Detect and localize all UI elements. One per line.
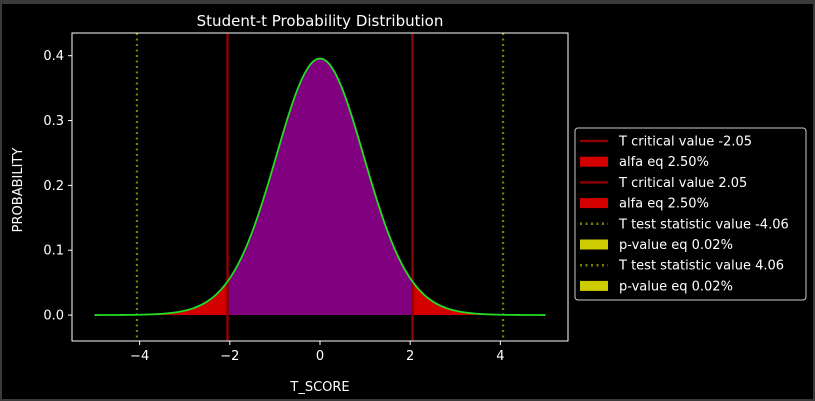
x-tick-label: −4 [130,349,149,364]
y-tick-label: 0.1 [43,244,64,259]
legend-swatch-patch [580,239,608,250]
center-area-fill [227,58,413,316]
legend: T critical value -2.05 alfa eq 2.50% T cri… [574,127,807,301]
x-tick-label: 2 [406,349,414,364]
y-tick-label: 0.3 [43,114,64,129]
legend-item-pvalue-left: p-value eq 0.02% [580,238,733,253]
legend-item-test-left: T test statistic value -4.06 [580,217,789,232]
legend-label: T test statistic value -4.06 [618,217,789,232]
x-tick-label: 0 [316,349,324,364]
y-tick-label: 0.4 [43,49,64,64]
legend-swatch-patch [580,280,608,291]
plot-lines [135,33,505,341]
y-axis-label: PROBABILITY [11,148,26,233]
left-tail-alfa-fill [94,281,228,316]
x-tick-label: −2 [220,349,239,364]
x-axis-ticks: −4 −2 0 2 4 [130,341,505,364]
legend-label: T critical value -2.05 [618,135,752,150]
legend-box [574,127,807,301]
legend-item-pvalue-right: p-value eq 0.02% [580,279,733,294]
y-tick-label: 0.0 [43,309,64,324]
pdf-curve [94,57,546,316]
legend-item-critical-right: T critical value 2.05 [580,176,747,191]
legend-label: p-value eq 0.02% [619,279,733,294]
y-tick-label: 0.2 [43,179,64,194]
legend-item-critical-left: T critical value -2.05 [580,135,752,150]
plot-fills [94,58,546,316]
legend-swatch-patch [580,156,608,167]
right-tail-alfa-fill [412,281,546,316]
legend-item-alfa-right: alfa eq 2.50% [580,197,709,212]
plot-curve [94,57,546,316]
legend-label: p-value eq 0.02% [619,238,733,253]
x-axis-label: T_SCORE [289,380,349,395]
chart-title: Student-t Probability Distribution [197,12,444,30]
x-tick-label: 4 [496,349,504,364]
legend-swatch-patch [580,198,608,209]
legend-label: T test statistic value 4.06 [618,259,784,274]
y-axis-ticks: 0.0 0.1 0.2 0.3 0.4 [43,49,72,324]
legend-item-test-right: T test statistic value 4.06 [580,259,784,274]
legend-item-alfa-left: alfa eq 2.50% [580,155,709,170]
legend-label: alfa eq 2.50% [619,197,709,212]
legend-label: T critical value 2.05 [618,176,747,191]
legend-label: alfa eq 2.50% [619,155,709,170]
